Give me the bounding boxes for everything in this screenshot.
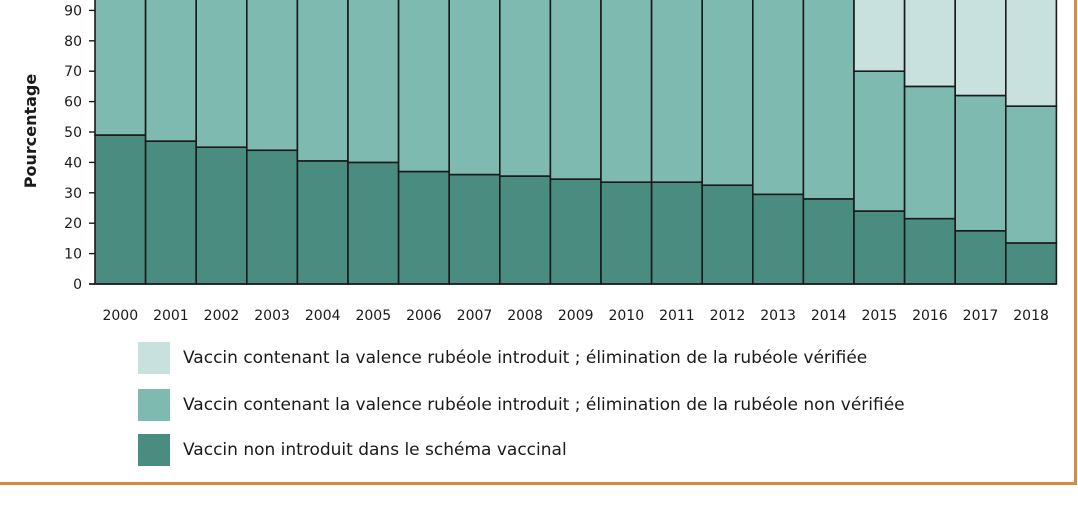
bar-segment-2010-s1 [600, 0, 653, 183]
axes-layer: 0 10 20 30 40 50 60 70 80 90 2000 2001 2002 2003 2004 2… [64, 3, 1057, 324]
x-tick-label-2018: 2018 [1013, 308, 1049, 324]
bar-segment-2011-s0 [650, 181, 703, 285]
x-tick-label-2012: 2012 [710, 308, 746, 324]
bar-segment-2014-s1 [802, 0, 855, 200]
bar-segment-2018-s1 [1004, 105, 1058, 244]
legend-label-verified: Vaccin contenant la valence rubéole intr… [183, 348, 868, 368]
legend-item-verified: Vaccin contenant la valence rubéole intr… [138, 342, 867, 374]
legend-item-not-introduced: Vaccin non introduit dans le schéma vacc… [138, 434, 567, 466]
bar-segment-2016-s1 [903, 85, 956, 220]
bar-segment-2002-s0 [195, 146, 248, 285]
bar-segment-2007-s1 [448, 0, 501, 176]
legend-item-not-verified: Vaccin contenant la valence rubéole intr… [138, 389, 905, 421]
legend-label-not-introduced: Vaccin non introduit dans le schéma vacc… [183, 440, 567, 460]
legend-label-not-verified: Vaccin contenant la valence rubéole intr… [183, 395, 905, 415]
x-tick-label-2007: 2007 [457, 308, 493, 324]
x-tick-label-2010: 2010 [608, 308, 644, 324]
bar-segment-2002-s1 [195, 0, 248, 148]
x-tick-label-2004: 2004 [305, 308, 341, 324]
bar-segment-2000-s0 [94, 134, 147, 285]
bar-segment-2008-s1 [498, 0, 552, 177]
bar-segment-2017-s2 [954, 0, 1007, 97]
bar-segment-2009-s1 [549, 0, 602, 180]
bar-segment-2007-s0 [448, 173, 501, 285]
x-tick-label-2017: 2017 [963, 308, 999, 324]
y-tick-label-50: 50 [64, 125, 82, 141]
y-axis-label: Pourcentage [21, 74, 40, 189]
bar-segment-2006-s0 [397, 170, 451, 285]
bar-segment-2001-s0 [144, 140, 198, 285]
bar-segment-2011-s1 [650, 0, 703, 183]
bar-segment-2017-s0 [954, 230, 1007, 285]
x-tick-label-2005: 2005 [355, 308, 391, 324]
bars-layer [94, 0, 1058, 285]
y-tick-label-30: 30 [64, 186, 82, 202]
bar-segment-2006-s1 [397, 0, 451, 173]
x-tick-label-2001: 2001 [153, 308, 189, 324]
y-tick-label-40: 40 [64, 155, 82, 171]
x-tick-label-2003: 2003 [254, 308, 290, 324]
bar-segment-2012-s0 [701, 184, 754, 285]
x-tick-label-2002: 2002 [204, 308, 240, 324]
bar-segment-2009-s0 [549, 178, 602, 285]
y-tick-label-70: 70 [64, 64, 82, 80]
bar-segment-2013-s0 [751, 193, 805, 285]
chart-frame [0, 0, 1077, 485]
x-tick-label-2000: 2000 [102, 308, 138, 324]
legend-swatch-not-verified [138, 389, 170, 421]
y-tick-label-0: 0 [73, 277, 82, 293]
bar-segment-2015-s2 [853, 0, 906, 72]
y-tick-label-20: 20 [64, 216, 82, 232]
bar-segment-2016-s2 [903, 0, 956, 88]
x-tick-label-2013: 2013 [760, 308, 796, 324]
bar-segment-2004-s0 [296, 160, 349, 285]
bar-segment-2010-s0 [600, 181, 653, 285]
y-tick-label-10: 10 [64, 247, 82, 263]
x-tick-label-2009: 2009 [558, 308, 594, 324]
bar-segment-2003-s1 [246, 0, 299, 152]
bar-segment-2003-s0 [246, 149, 299, 285]
bar-segment-2018-s0 [1004, 242, 1058, 285]
x-tick-label-2008: 2008 [507, 308, 543, 324]
bar-segment-2018-s2 [1004, 0, 1058, 107]
bar-segment-2000-s1 [94, 0, 147, 136]
bar-segment-2005-s1 [347, 0, 400, 164]
x-tick-label-2006: 2006 [406, 308, 442, 324]
bar-segment-2013-s1 [751, 0, 805, 196]
bar-segment-2017-s1 [954, 94, 1007, 232]
y-tick-label-90: 90 [64, 3, 82, 19]
x-tick-label-2011: 2011 [659, 308, 695, 324]
bar-segment-2001-s1 [144, 0, 198, 142]
x-tick-label-2014: 2014 [811, 308, 847, 324]
bar-segment-2004-s1 [296, 0, 349, 162]
legend-swatch-verified [138, 342, 170, 374]
bar-segment-2015-s1 [853, 70, 906, 212]
y-tick-label-60: 60 [64, 95, 82, 111]
x-tick-label-2015: 2015 [861, 308, 897, 324]
bar-segment-2016-s0 [903, 217, 956, 285]
bar-segment-2015-s0 [853, 210, 906, 285]
y-tick-label-80: 80 [64, 34, 82, 50]
bar-segment-2008-s0 [498, 175, 552, 285]
bar-segment-2005-s0 [347, 161, 400, 285]
x-tick-label-2016: 2016 [912, 308, 948, 324]
legend-swatch-not-introduced [138, 434, 170, 466]
bar-segment-2014-s0 [802, 198, 855, 285]
bar-segment-2012-s1 [701, 0, 754, 186]
